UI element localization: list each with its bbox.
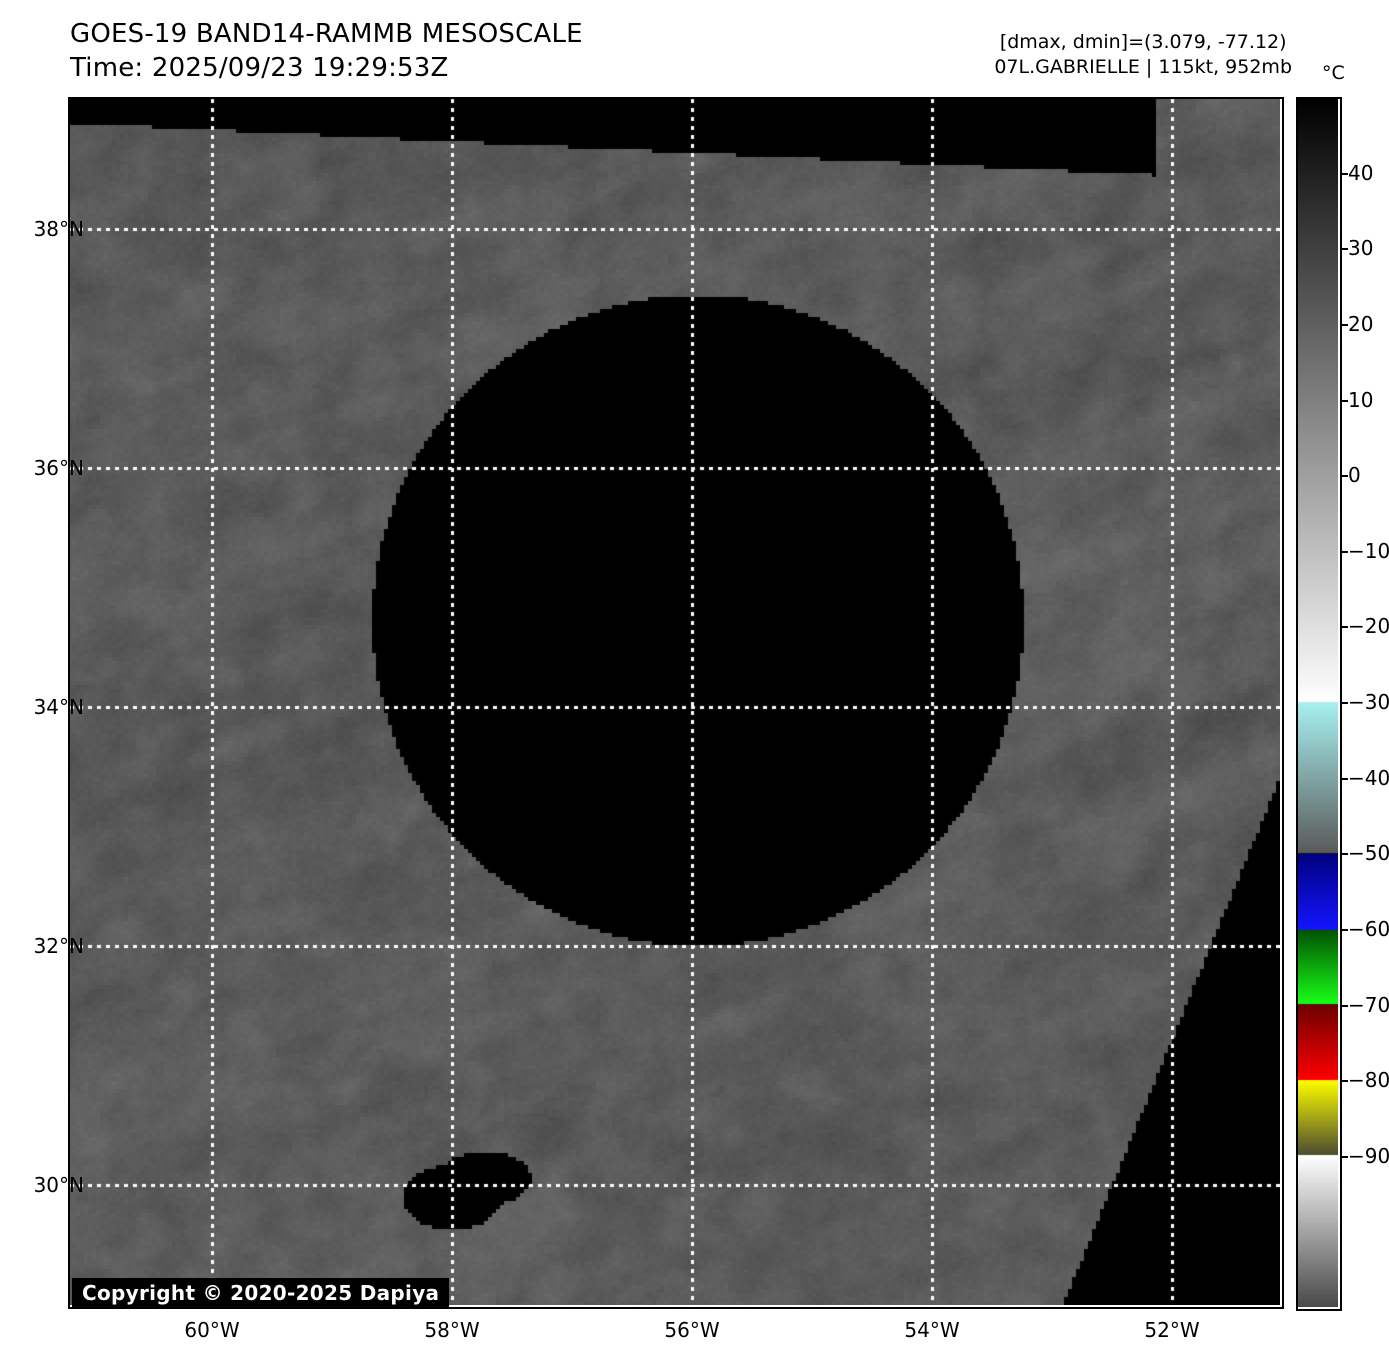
colorbar-tickmark-5 <box>1340 550 1348 553</box>
title-block: GOES-19 BAND14-RAMMB MESOSCALE Time: 202… <box>70 18 583 86</box>
temperature-colorbar[interactable] <box>1296 97 1338 1307</box>
colorbar-tick-3: 10 <box>1348 387 1374 412</box>
lat-tick-0: 38°N <box>33 216 84 241</box>
colorbar-tickmark-10 <box>1340 928 1348 931</box>
colorbar-tickmark-2 <box>1340 323 1348 326</box>
lon-tick-2: 56°W <box>664 1318 720 1342</box>
lon-tick-3: 54°W <box>904 1318 960 1342</box>
colorbar-tickmark-9 <box>1340 853 1348 856</box>
satellite-image-canvas[interactable] <box>68 97 1280 1305</box>
colorbar-tick-2: 20 <box>1348 311 1374 336</box>
lon-tick-4: 52°W <box>1144 1318 1200 1342</box>
colorbar-canvas <box>1296 97 1338 1307</box>
colorbar-tickmark-0 <box>1340 172 1348 175</box>
colorbar-tickmark-3 <box>1340 399 1348 402</box>
colorbar-tick-12: −80 <box>1348 1068 1389 1093</box>
lon-tick-1: 58°W <box>424 1318 480 1342</box>
lat-tick-1: 36°N <box>33 455 84 480</box>
colorbar-tick-11: −70 <box>1348 992 1389 1017</box>
colorbar-tick-13: −90 <box>1348 1143 1389 1168</box>
copyright-watermark: Copyright © 2020-2025 Dapiya <box>72 1278 450 1309</box>
satellite-map[interactable] <box>68 97 1280 1305</box>
colorbar-tick-1: 30 <box>1348 236 1374 261</box>
colorbar-tickmark-6 <box>1340 626 1348 629</box>
colorbar-tick-10: −60 <box>1348 916 1389 941</box>
lat-tick-3: 32°N <box>33 934 84 959</box>
metadata-block: [dmax, dmin]=(3.079, -77.12) 07L.GABRIEL… <box>994 30 1292 79</box>
colorbar-tickmark-8 <box>1340 777 1348 780</box>
colorbar-tick-4: 0 <box>1348 463 1361 488</box>
colorbar-tick-9: −50 <box>1348 841 1389 866</box>
colorbar-tickmark-1 <box>1340 248 1348 251</box>
colorbar-tickmark-12 <box>1340 1080 1348 1083</box>
colorbar-tick-7: −30 <box>1348 690 1389 714</box>
lat-tick-2: 34°N <box>33 694 84 719</box>
colorbar-tickmark-7 <box>1340 702 1348 704</box>
colorbar-tickmark-11 <box>1340 1004 1348 1007</box>
colorbar-tick-5: −10 <box>1348 538 1389 563</box>
colorbar-tick-8: −40 <box>1348 765 1389 790</box>
lat-tick-4: 30°N <box>33 1173 84 1198</box>
colorbar-tick-6: −20 <box>1348 614 1389 639</box>
storm-info-label: 07L.GABRIELLE | 115kt, 952mb <box>994 55 1292 78</box>
product-title: GOES-19 BAND14-RAMMB MESOSCALE <box>70 19 583 49</box>
timestamp-line: Time: 2025/09/23 19:29:53Z <box>70 52 449 83</box>
dminmax-label: [dmax, dmin]=(3.079, -77.12) <box>999 31 1287 53</box>
colorbar-tickmark-13 <box>1340 1155 1348 1158</box>
colorbar-unit-label: °C <box>1322 62 1345 84</box>
colorbar-tick-0: 40 <box>1348 160 1374 185</box>
lon-tick-0: 60°W <box>184 1318 240 1342</box>
colorbar-tickmark-4 <box>1340 475 1348 478</box>
